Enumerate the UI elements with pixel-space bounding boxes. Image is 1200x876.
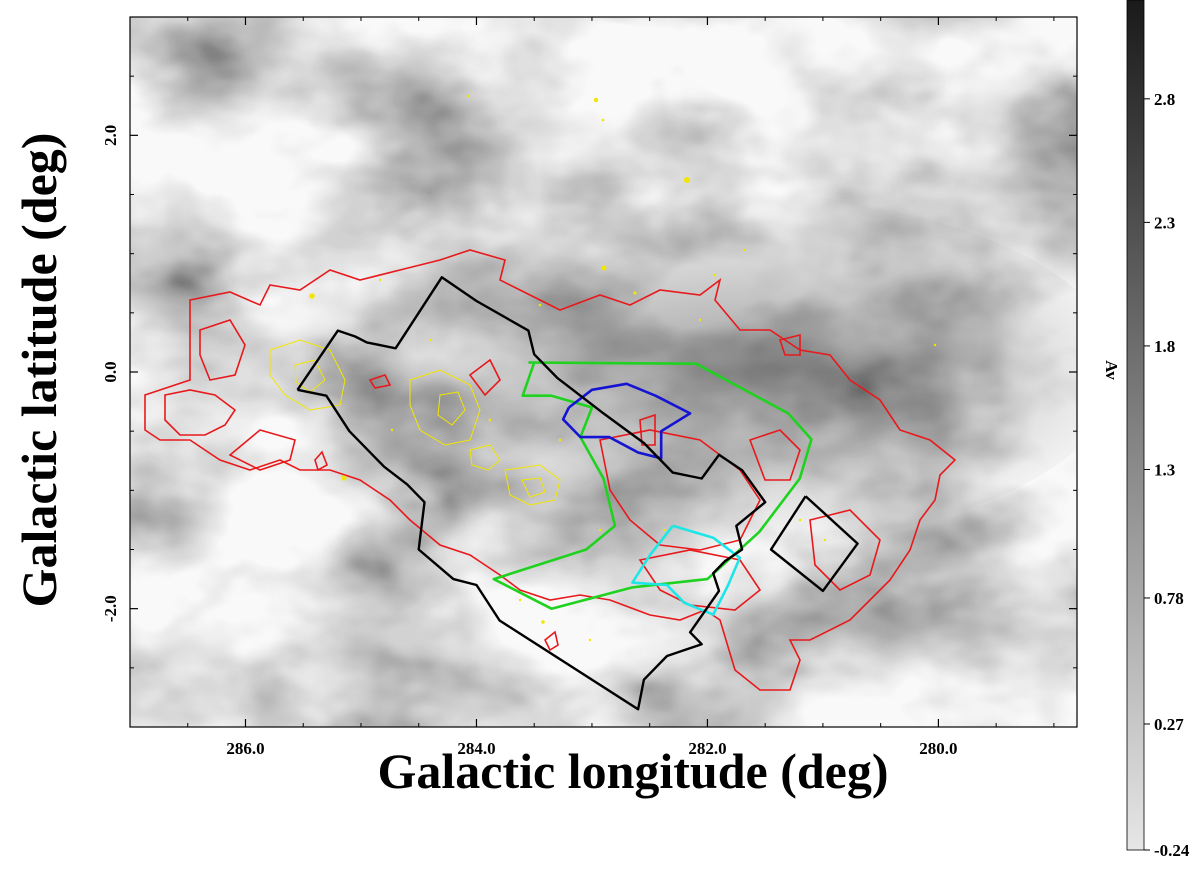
colorbar-tick-label: 0.27 bbox=[1154, 715, 1184, 734]
red-contour-small-4 bbox=[314, 450, 328, 472]
yellow-point bbox=[659, 1, 662, 4]
extinction-map bbox=[130, 17, 1077, 727]
yellow-point bbox=[698, 318, 702, 322]
y-tick-label: 0.0 bbox=[101, 361, 120, 382]
yellow-point bbox=[933, 343, 937, 347]
yellow-point bbox=[823, 538, 827, 542]
yellow-point bbox=[428, 338, 432, 342]
yellow-point bbox=[541, 620, 545, 624]
y-axis-title: Galactic latitude (deg) bbox=[11, 133, 67, 608]
colorbar-tick-label: 0.78 bbox=[1154, 589, 1184, 608]
yellow-contour-cluster-mid bbox=[409, 369, 481, 446]
colorbar-tick-label: -0.24 bbox=[1154, 841, 1190, 860]
y-tick-label: 2.0 bbox=[101, 125, 120, 146]
colorbar-tick-label: 1.8 bbox=[1154, 337, 1175, 356]
red-contour-small-2 bbox=[639, 413, 656, 446]
yellow-point bbox=[558, 438, 562, 442]
colorbar-title: Av bbox=[1102, 360, 1121, 380]
yellow-contour-cluster-south bbox=[504, 464, 561, 506]
yellow-point bbox=[538, 303, 542, 307]
yellow-point bbox=[633, 291, 637, 295]
yellow-point bbox=[341, 475, 347, 481]
yellow-point bbox=[588, 638, 592, 642]
y-tick-label: -2.0 bbox=[101, 595, 120, 622]
red-contour-inner-west2 bbox=[199, 319, 246, 381]
x-axis-title: Galactic longitude (deg) bbox=[377, 743, 888, 799]
yellow-point bbox=[743, 248, 747, 252]
x-tick-label: 282.0 bbox=[688, 739, 726, 758]
yellow-contour-cluster-south-inner bbox=[521, 477, 546, 498]
red-contour-small-5 bbox=[543, 630, 559, 652]
colorbar: 2.8 2.3 1.8 1.3 0.78 0.27 -0.24 Av bbox=[1102, 0, 1190, 860]
yellow-point bbox=[488, 418, 492, 422]
x-tick-label: 280.0 bbox=[919, 739, 957, 758]
yellow-point bbox=[378, 278, 382, 282]
yellow-contour-cluster-west-inner bbox=[294, 359, 326, 393]
red-contour-small-1 bbox=[778, 333, 801, 356]
yellow-point-sources bbox=[309, 1, 937, 642]
survey-outlines bbox=[296, 276, 859, 711]
dark-lane-shade bbox=[280, 190, 1077, 550]
red-contour-core bbox=[748, 429, 801, 481]
colorbar-tick-label: 2.3 bbox=[1154, 213, 1175, 232]
x-tick-label: 286.0 bbox=[226, 739, 264, 758]
yellow-point bbox=[798, 518, 802, 522]
red-contour-small-6 bbox=[468, 358, 501, 397]
yellow-point bbox=[309, 293, 315, 299]
red-contour-south-west bbox=[228, 429, 296, 471]
yellow-point bbox=[518, 598, 522, 602]
colorbar-tick-label: 1.3 bbox=[1154, 460, 1175, 479]
yellow-contour-cluster-west bbox=[269, 339, 346, 411]
red-contour-south bbox=[638, 549, 762, 611]
colorbar-tick-label: 2.8 bbox=[1154, 90, 1175, 109]
yellow-point bbox=[390, 428, 394, 432]
red-contour-outer bbox=[144, 249, 957, 691]
black-region-outline bbox=[769, 495, 859, 593]
yellow-point bbox=[601, 118, 605, 122]
cyan-region-outline bbox=[631, 524, 742, 616]
blue-region-outline bbox=[561, 382, 692, 460]
yellow-point bbox=[593, 97, 599, 103]
yellow-contour-cluster-center bbox=[469, 444, 501, 471]
yellow-contours bbox=[269, 339, 561, 506]
black-region-outline bbox=[296, 276, 767, 711]
yellow-point bbox=[712, 273, 716, 277]
yellow-point bbox=[601, 265, 607, 271]
red-contour-small-3 bbox=[368, 374, 392, 389]
x-axis-ticks: 286.0 284.0 282.0 280.0 bbox=[187, 17, 1055, 758]
yellow-contour-cluster-mid-inner bbox=[437, 391, 466, 426]
green-region-outline bbox=[492, 361, 813, 611]
red-contour-east bbox=[809, 509, 881, 591]
yellow-point bbox=[663, 528, 667, 532]
x-tick-label: 284.0 bbox=[457, 739, 495, 758]
yellow-point bbox=[684, 177, 690, 183]
colorbar-ticks: 2.8 2.3 1.8 1.3 0.78 0.27 -0.24 bbox=[1144, 90, 1190, 860]
yellow-point bbox=[598, 528, 602, 532]
red-contours bbox=[144, 249, 957, 691]
y-axis-ticks: 2.0 0.0 -2.0 bbox=[101, 75, 1077, 669]
yellow-point bbox=[466, 94, 470, 98]
red-contour-inner-west bbox=[164, 389, 237, 436]
colorbar-gradient bbox=[1126, 0, 1145, 851]
